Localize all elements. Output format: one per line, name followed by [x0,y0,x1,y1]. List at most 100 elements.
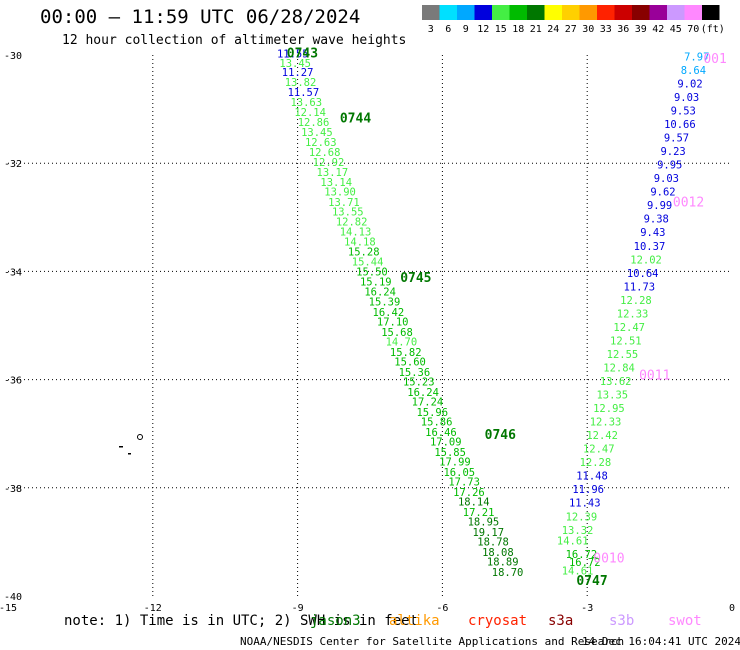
colorbar-cell [614,5,632,20]
wave-height-value: 12.28 [580,457,612,469]
wave-height-value: 14.61 [562,565,594,577]
page-subtitle: 12 hour collection of altimeter wave hei… [62,33,407,48]
wave-height-value: 13.35 [596,390,628,402]
colorbar-label: 18 [512,24,524,35]
wave-height-value: 16.42 [373,307,405,319]
wave-height-value: 15.68 [381,327,413,339]
colorbar-label: 15 [495,24,507,35]
track-swot: 14.6116.7216.7214.6113.3212.3911.4311.96… [557,51,727,577]
wave-height-value: 7.97 [684,51,709,63]
colorbar-cell [579,5,597,20]
wave-height-value: 12.84 [603,362,635,374]
wave-height-value: 19.17 [472,527,504,539]
wave-height-value: 9.03 [674,92,699,104]
wave-height-value: 12.42 [586,430,618,442]
lon-tick-label: -9 [292,603,304,614]
wave-height-value: 18.78 [477,537,509,549]
colorbar-label: 6 [445,24,451,35]
wave-height-value: 16.72 [566,549,598,561]
lon-tick-label: -6 [436,603,448,614]
wave-height-value: 12.33 [617,308,649,320]
pass-time-label: 0743 [287,47,318,62]
pass-time-label: 0012 [673,195,704,210]
page-title: 00:00 – 11:59 UTC 06/28/2024 [40,6,361,28]
wave-height-value: 12.33 [590,417,622,429]
wave-height-value: 12.14 [294,107,326,119]
wave-height-value: 13.90 [324,187,356,199]
wave-height-value: 17.73 [448,477,480,489]
wave-height-value: 17.99 [439,457,471,469]
island-shape [128,453,131,455]
colorbar-cell [457,5,475,20]
colorbar-label: 33 [600,24,612,35]
wave-height-value: 14.13 [340,227,372,239]
colorbar-label: 36 [617,24,629,35]
wave-height-value: 9.43 [640,227,665,239]
colorbar-cell [474,5,492,20]
lat-tick-label: -30 [4,51,22,62]
color-scale-legend: 3 6 9 12 15 18 21 24 27 30 33 36 39 42 45 70 (ft) [422,5,725,35]
wave-height-value: 15.86 [421,417,453,429]
colorbar-cell [632,5,650,20]
wave-height-value: 11.55 [277,49,309,61]
pass-time-label: 0011 [639,369,670,384]
colorbar-label: 45 [670,24,682,35]
wave-height-value: 11.27 [282,67,314,79]
wave-height-value: 17.26 [453,487,485,499]
wave-height-value: 15.39 [369,296,401,308]
colorbar-unit: (ft) [701,24,725,35]
colorbar-cell [667,5,685,20]
pass-time-label: 0010 [593,551,624,566]
wave-height-value: 11.96 [572,484,604,496]
colorbar-cell [527,5,545,20]
colorbar-label: 42 [652,24,664,35]
colorbar-cell [492,5,510,20]
wave-height-value: 12.92 [313,157,345,169]
colorbar-cell [649,5,667,20]
wave-height-value: 14.18 [344,236,376,248]
wave-height-value: 13.63 [290,97,322,109]
colorbar-cell [562,5,580,20]
wave-height-value: 9.99 [647,200,672,212]
wave-height-value: 18.08 [482,547,514,559]
colorbar-label: 39 [635,24,647,35]
pass-time-label: 0744 [340,112,371,127]
wave-height-value: 17.09 [430,437,462,449]
wave-height-value: 9.95 [657,160,682,172]
legend-cryosat: cryosat [468,613,528,629]
wave-height-value: 15.28 [348,247,380,259]
lat-tick-label: -36 [4,376,22,387]
wave-height-value: 15.85 [434,447,466,459]
colorbar-label: 27 [565,24,577,35]
wave-height-value: 12.47 [583,444,615,456]
legend-s3b: s3b [609,613,635,629]
wave-height-value: 12.95 [593,403,625,415]
wave-height-value: 12.51 [610,335,642,347]
wave-height-value: 11.57 [288,87,320,99]
wave-height-value: 12.63 [305,137,337,149]
wave-height-value: 14.70 [386,337,418,349]
lat-tick-label: -34 [4,267,22,278]
wave-height-value: 12.02 [630,254,662,266]
wave-height-value: 11.43 [569,498,601,510]
wave-height-value: 8.64 [681,65,706,77]
wave-height-value: 10.66 [664,119,696,131]
wave-height-value: 14.61 [557,536,589,548]
lat-tick-label: -40 [4,592,22,603]
wave-height-value: 15.96 [416,407,448,419]
wave-height-value: 13.45 [279,58,311,70]
wave-height-value: 9.53 [671,106,696,118]
legend-jason3: jason3 [310,613,361,629]
colorbar-cell [439,5,457,20]
colorbar-label: 24 [547,24,559,35]
wave-height-value: 12.86 [298,117,330,129]
footer-credit: NOAA/NESDIS Center for Satellite Applica… [240,635,625,648]
wave-height-value: 15.19 [360,276,392,288]
legend-s3a: s3a [548,613,574,629]
wave-height-value: 13.32 [562,525,594,537]
wave-height-value: 15.50 [356,267,388,279]
wave-height-value: 15.44 [352,256,384,268]
colorbar-cell [422,5,440,20]
colorbar-cell [509,5,527,20]
island-shape [119,446,123,448]
